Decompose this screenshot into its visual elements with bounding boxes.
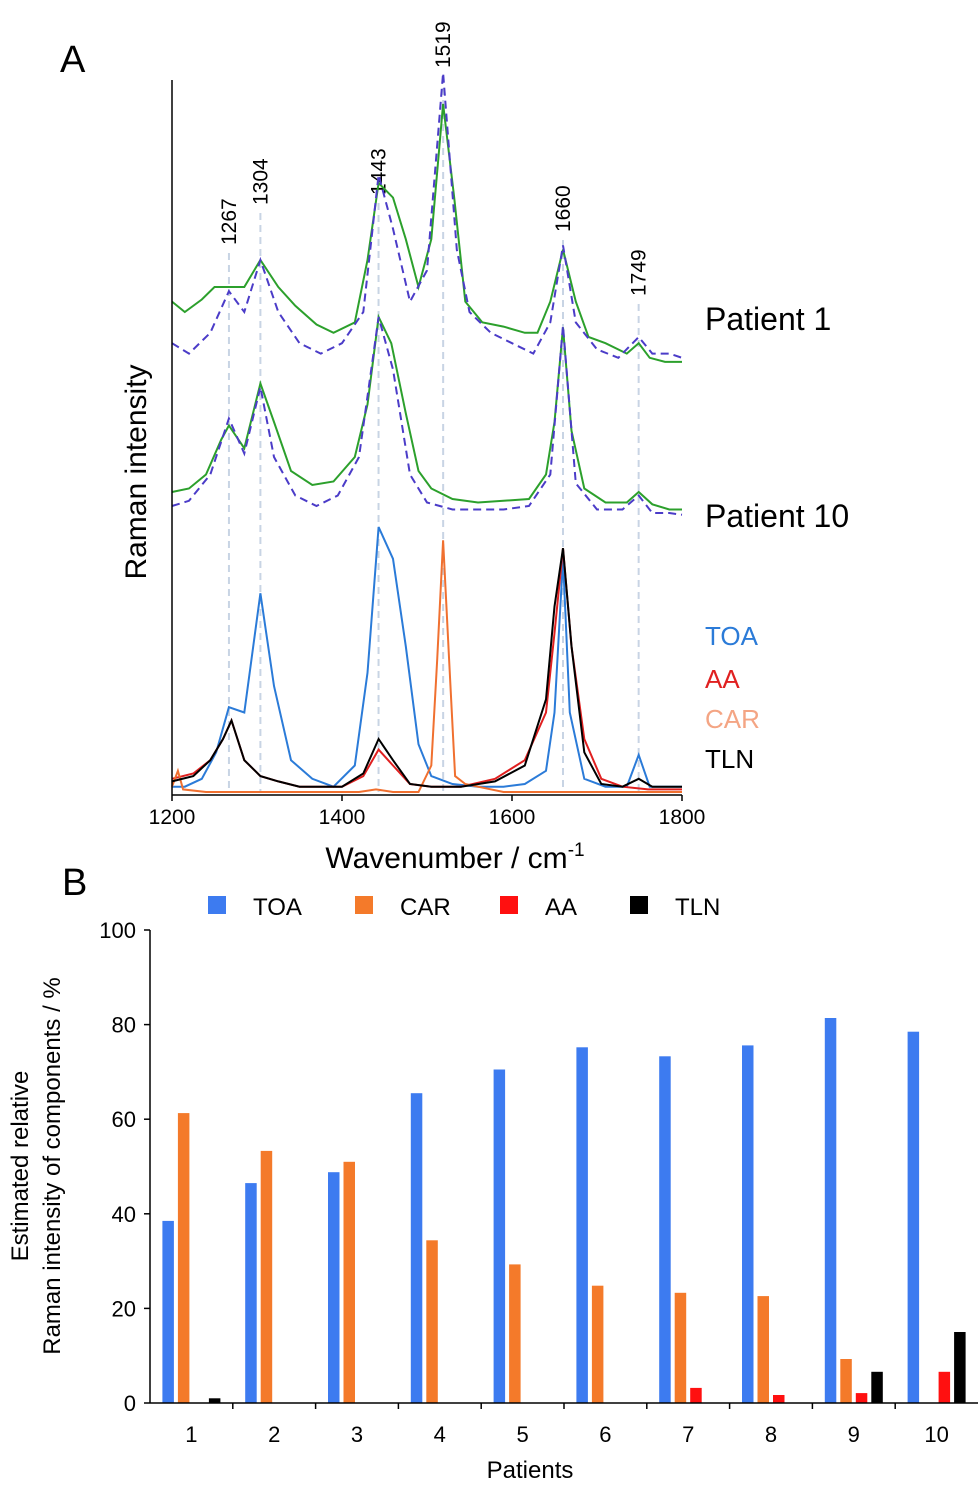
a-xtick-label-1200: 1200: [149, 806, 196, 829]
panel-b-y-ticks: 0 20 40 60 80 100: [99, 918, 150, 1416]
component-line-aa: [171, 548, 682, 791]
bar-car-4: [426, 1240, 438, 1403]
bar-aa-8: [773, 1395, 785, 1403]
bar-car-8: [757, 1296, 769, 1403]
peak-labels: 1267 1304 1443 1519 1660 1749: [218, 21, 651, 296]
peak-label-1267: 1267: [218, 198, 241, 245]
spectra-lines: [171, 72, 683, 793]
bar-aa-7: [690, 1387, 702, 1403]
patient-labels: Patient 1 Patient 10: [705, 301, 849, 534]
b-xtick-label-2: 2: [268, 1422, 280, 1447]
peak-label-1443: 1443: [368, 148, 391, 195]
bar-toa-5: [493, 1069, 506, 1403]
bar-toa-8: [742, 1045, 754, 1403]
bar-car-1: [177, 1113, 190, 1403]
a-xtick-label-1600: 1600: [489, 806, 536, 829]
b-xtick-label-5: 5: [516, 1422, 528, 1447]
panel-a-legend: TOA AA CAR TLN: [705, 621, 760, 774]
bar-tln-10: [954, 1332, 966, 1403]
panel-b-legend: TOA CAR AA TLN: [208, 894, 720, 921]
b-xtick-label-8: 8: [765, 1422, 777, 1447]
panel-a-x-ticks: 1200 1400 1600 1800: [149, 795, 706, 829]
legend-b-label-toa: TOA: [253, 894, 302, 921]
legend-b-label-aa: AA: [545, 894, 577, 921]
component-line-car: [171, 540, 682, 793]
peak-label-1304: 1304: [249, 158, 272, 205]
b-xtick-label-7: 7: [682, 1422, 694, 1447]
b-ytick-label-20: 20: [112, 1296, 136, 1321]
peak-label-1519: 1519: [432, 21, 455, 68]
a-xtick-label-1800: 1800: [659, 806, 706, 829]
b-xtick-label-4: 4: [434, 1422, 446, 1447]
bar-tln-1: [208, 1398, 221, 1403]
bar-toa-1: [162, 1220, 174, 1403]
legend-b-label-tln: TLN: [675, 894, 720, 921]
legend-b-label-car: CAR: [400, 894, 451, 921]
b-ytick-label-80: 80: [112, 1013, 136, 1038]
legend-a-aa: AA: [705, 664, 740, 694]
patient-label-1: Patient 1: [705, 301, 831, 337]
bar-aa-9: [855, 1393, 868, 1403]
bar-toa-3: [328, 1172, 340, 1403]
bar-aa-10: [938, 1371, 951, 1403]
legend-a-toa: TOA: [705, 621, 759, 651]
panel-b-letter: B: [62, 862, 87, 904]
bar-toa-4: [410, 1093, 423, 1403]
bar-toa-2: [245, 1183, 257, 1403]
peak-guide-lines: [227, 76, 640, 792]
b-ytick-label-60: 60: [112, 1107, 136, 1132]
b-xtick-label-3: 3: [351, 1422, 363, 1447]
b-xtick-label-6: 6: [599, 1422, 611, 1447]
legend-b-swatch-toa: [208, 896, 226, 914]
panel-a-x-label: Wavenumber / cm-1: [325, 840, 584, 875]
spectrum-2-solid: [171, 313, 682, 511]
legend-b-swatch-car: [355, 896, 373, 914]
spectrum-1-solid: [171, 103, 682, 363]
bar-car-2: [260, 1150, 273, 1403]
peak-label-1749: 1749: [628, 249, 651, 296]
bar-tln-9: [871, 1371, 883, 1403]
panel-a-letter: A: [60, 39, 86, 81]
bar-car-9: [840, 1359, 852, 1403]
legend-a-tln: TLN: [705, 744, 754, 774]
panel-b-bars: [162, 1018, 966, 1403]
peak-label-1660: 1660: [552, 185, 575, 232]
panel-b-y-label-line2: Raman intensity of components / %: [39, 977, 66, 1355]
component-line-toa: [172, 526, 682, 788]
panel-b-x-label: Patients: [487, 1457, 574, 1484]
bar-car-5: [509, 1264, 521, 1403]
bar-toa-10: [907, 1031, 920, 1403]
b-xtick-label-9: 9: [848, 1422, 860, 1447]
patient-label-2: Patient 10: [705, 498, 849, 534]
component-line-tln: [171, 548, 682, 788]
spectrum-1-dashed: [171, 72, 683, 359]
legend-b-swatch-aa: [500, 896, 518, 914]
panel-b-y-label-line1: Estimated relative: [7, 1071, 34, 1262]
b-xtick-label-10: 10: [924, 1422, 948, 1447]
b-ytick-label-0: 0: [124, 1391, 136, 1416]
legend-b-swatch-tln: [630, 896, 648, 914]
legend-a-car: CAR: [705, 704, 760, 734]
bar-car-3: [343, 1161, 355, 1403]
bar-toa-7: [659, 1056, 671, 1403]
b-ytick-label-100: 100: [99, 918, 136, 943]
bar-toa-9: [824, 1018, 837, 1403]
bar-toa-6: [576, 1047, 588, 1403]
spectrum-2-dashed: [171, 316, 683, 516]
bar-car-6: [591, 1285, 604, 1403]
b-xtick-label-1: 1: [185, 1422, 197, 1447]
panel-a-y-label: Raman intensity: [120, 364, 153, 579]
b-ytick-label-40: 40: [112, 1202, 136, 1227]
panel-b-x-ticks: 1 2 3 4 5 6 7 8 9 10: [185, 1403, 949, 1447]
a-xtick-label-1400: 1400: [319, 806, 366, 829]
bar-car-7: [674, 1292, 687, 1403]
